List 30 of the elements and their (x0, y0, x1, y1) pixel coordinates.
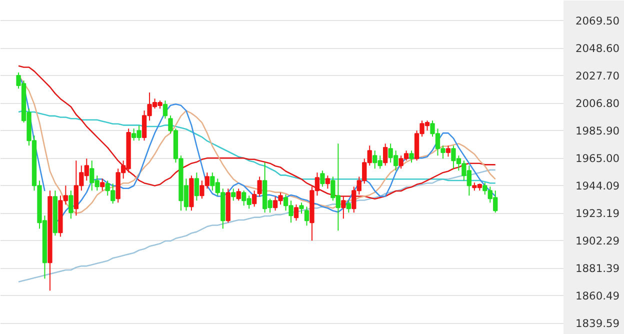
candlestick (194, 172, 200, 202)
y-tick-label: 2069.50 (576, 14, 620, 28)
y-tick-label: 1860.49 (576, 290, 620, 303)
y-tick-label: 1965.00 (576, 152, 620, 166)
candlestick (68, 190, 74, 220)
candlestick (446, 145, 451, 158)
candlestick (325, 175, 330, 190)
candlestick (299, 202, 304, 214)
y-tick-label: 1881.39 (576, 262, 620, 276)
candlestick (252, 190, 257, 208)
candlestick (304, 206, 310, 226)
y-tick-label: 2048.60 (576, 42, 620, 56)
candlestick (257, 176, 262, 198)
y-tick-label: 1923.19 (576, 207, 620, 220)
candlestick (346, 200, 351, 214)
y-tick-label: 1839.59 (576, 317, 620, 330)
candlestick (409, 150, 414, 164)
candlestick (383, 143, 388, 166)
candlestick (162, 100, 168, 120)
y-tick-label: 1944.09 (576, 180, 620, 193)
candlestick (320, 170, 325, 188)
candlestick (294, 204, 299, 222)
candlestick (231, 188, 236, 202)
y-tick-label: 1985.90 (576, 124, 620, 138)
y-tick-label: 2006.80 (576, 97, 620, 110)
candlestick (236, 188, 241, 202)
y-tick-label: 2027.70 (576, 70, 620, 83)
candlestick (100, 178, 105, 192)
candlestick (341, 196, 346, 220)
y-tick-label: 1902.29 (576, 234, 620, 248)
